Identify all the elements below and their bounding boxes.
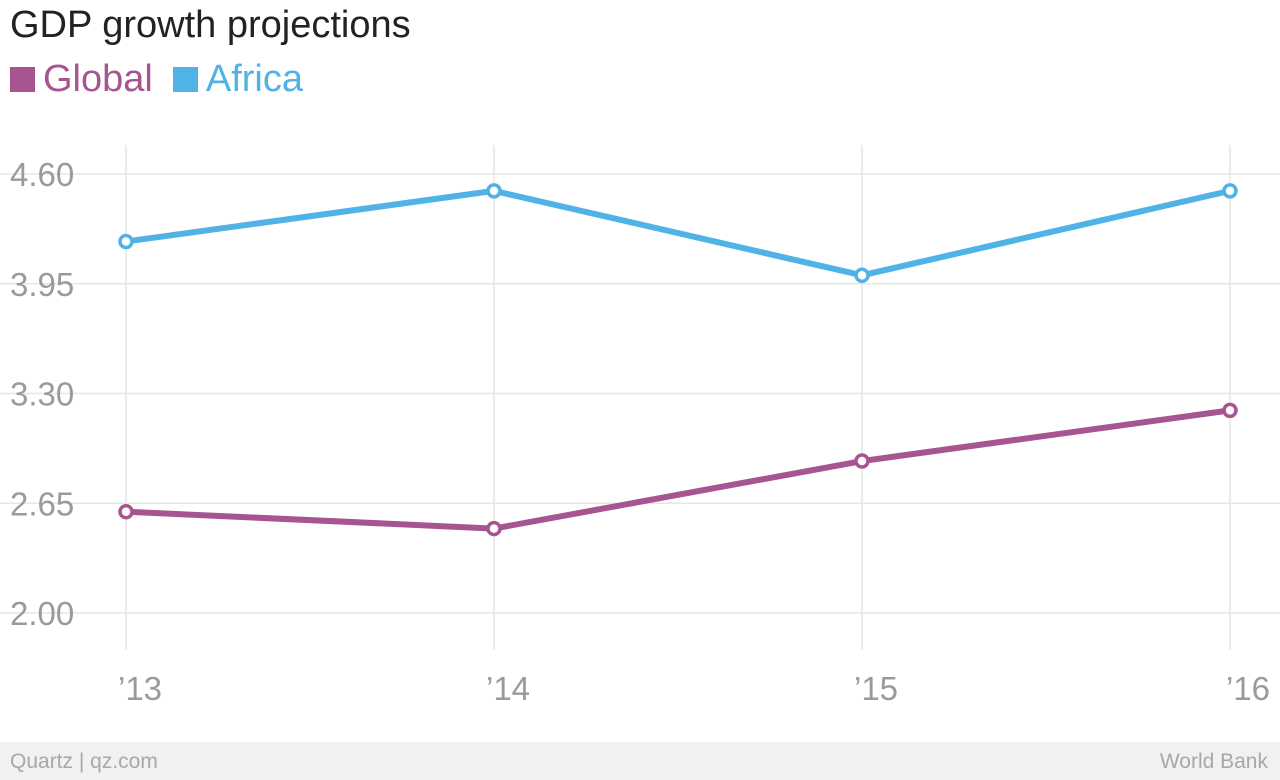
legend: Global Africa bbox=[10, 58, 323, 101]
y-tick-label: 2.65 bbox=[10, 485, 74, 522]
y-tick-label: 4.60 bbox=[10, 156, 74, 193]
legend-item-africa: Africa bbox=[172, 58, 303, 101]
legend-label-africa: Africa bbox=[205, 58, 303, 100]
x-tick-label: ’15 bbox=[854, 670, 898, 707]
grid-layer bbox=[0, 145, 1280, 650]
x-tick-label: ’13 bbox=[118, 670, 162, 707]
series-line-global bbox=[123, 407, 1233, 532]
credit-source-left: Quartz | qz.com bbox=[10, 750, 158, 773]
y-tick-label: 3.95 bbox=[10, 266, 74, 303]
x-tick-label: ’16 bbox=[1226, 670, 1270, 707]
footer-bar bbox=[0, 742, 1280, 780]
series-layer bbox=[118, 183, 1238, 537]
legend-item-global: Global bbox=[10, 58, 153, 101]
data-point-global bbox=[854, 453, 870, 469]
data-point-global bbox=[1222, 402, 1238, 419]
x-tick-label: ’14 bbox=[486, 670, 530, 707]
y-tick-label: 2.00 bbox=[10, 595, 74, 632]
legend-swatch-global bbox=[10, 67, 35, 92]
legend-swatch-africa bbox=[172, 67, 198, 92]
data-point-global bbox=[486, 520, 502, 537]
y-tick-label: 3.30 bbox=[10, 376, 74, 413]
legend-label-global: Global bbox=[43, 58, 153, 100]
credit-source-right: World Bank bbox=[1159, 750, 1268, 773]
data-point-africa bbox=[486, 183, 502, 199]
data-point-global bbox=[118, 503, 134, 520]
data-point-africa bbox=[118, 233, 134, 250]
data-point-africa bbox=[854, 267, 870, 284]
data-point-africa bbox=[1222, 183, 1238, 199]
line-chart: 4.60 3.95 3.30 2.65 2.00 ’13 ’14 ’15 ’16 bbox=[0, 145, 1280, 707]
chart-title: GDP growth projections bbox=[10, 4, 411, 46]
series-line-africa bbox=[123, 187, 1233, 279]
tick-layer: 4.60 3.95 3.30 2.65 2.00 ’13 ’14 ’15 ’16 bbox=[10, 156, 1270, 707]
